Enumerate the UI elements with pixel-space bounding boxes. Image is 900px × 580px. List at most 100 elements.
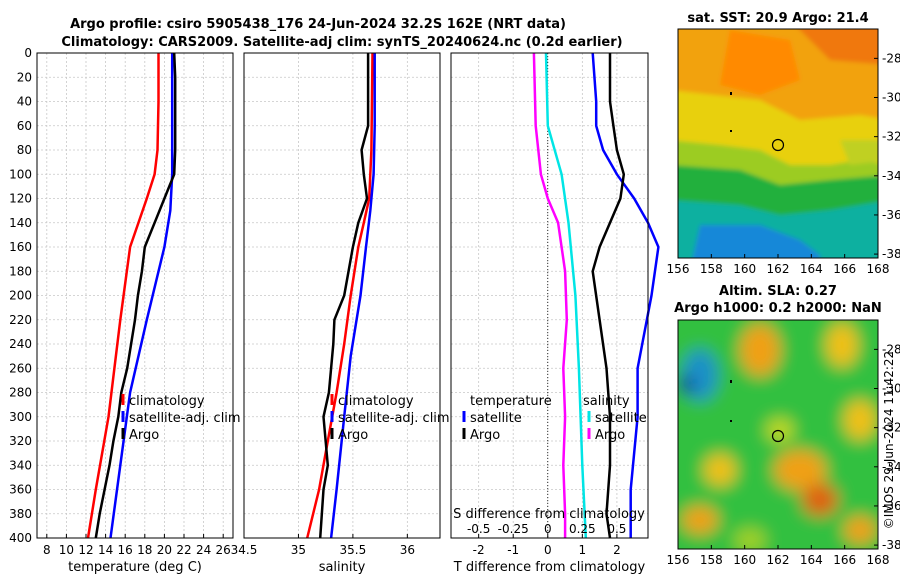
y-tick-label: 120 (9, 192, 32, 206)
x-tick-label: 20 (157, 543, 172, 557)
top-axis-tick-label: 0.5 (607, 522, 626, 536)
figure-title-line1: Argo profile: csiro 5905438_176 24-Jun-2… (70, 17, 566, 32)
series-climatology (86, 53, 160, 539)
x-tick-label: 10 (59, 543, 74, 557)
y-tick-label: 340 (9, 458, 32, 472)
x-tick-label: 34.5 (231, 543, 258, 557)
top-axis-tick-label: -0.25 (498, 522, 529, 536)
y-tick-label: 180 (9, 264, 32, 278)
sst-map-title: sat. SST: 20.9 Argo: 21.4 (687, 11, 868, 26)
y-tick-label: -28 (882, 342, 900, 356)
legend-label: satellite (595, 411, 647, 426)
y-tick-label: -38 (882, 247, 900, 261)
plot-frame (36, 52, 234, 539)
x-tick-label: 14 (98, 543, 113, 557)
sst-map-ticks: 156 158 160 162 164 166 168 -28 -30 -32 -34 -36 -38 (667, 51, 900, 276)
legend-title-salinity: salinity (583, 394, 630, 409)
x-tick-label: 8 (43, 543, 51, 557)
x-tick-label: 168 (867, 553, 890, 567)
x-tick-label: 0 (544, 543, 552, 557)
x-tick-label: 166 (833, 262, 856, 276)
sla-map: Altim. SLA: 0.27 Argo h1000: 0.2 h2000: … (667, 284, 900, 567)
x-tick-label: 18 (137, 543, 152, 557)
y-tick-label: 0 (24, 46, 32, 60)
series-t-argo (591, 53, 626, 539)
legend-label: satellite-adj. clim (129, 411, 241, 426)
y-tick-label: -30 (882, 91, 900, 105)
top-axis-tick-label: 0 (544, 522, 552, 536)
x-tick-label: 26 (216, 543, 231, 557)
series-satellite-adj-clim (329, 53, 376, 539)
top-axis-tick-label: 0.25 (569, 522, 596, 536)
legend-label: satellite (470, 411, 522, 426)
sst-field (678, 29, 878, 258)
y-tick-label: 400 (9, 531, 32, 545)
x-tick-label: 1 (579, 543, 587, 557)
y-tick-label: -32 (882, 130, 900, 144)
x-tick-label: 166 (833, 553, 856, 567)
series-t-satellite (591, 52, 660, 538)
series-s-satellite (544, 52, 588, 539)
x-tick-label: 156 (667, 553, 690, 567)
x-tick-label: 12 (78, 543, 93, 557)
y-tick-label: -34 (882, 169, 900, 183)
x-tick-label: -2 (473, 543, 485, 557)
y-tick-label: 20 (17, 70, 32, 84)
y-tick-label: 360 (9, 483, 32, 497)
x-tick-label: 16 (118, 543, 133, 557)
x-tick-label: 168 (867, 262, 890, 276)
series-argo (94, 52, 177, 539)
x-tick-label: 35.5 (340, 543, 367, 557)
x-tick-label: 22 (176, 543, 191, 557)
x-tick-label: 156 (667, 262, 690, 276)
y-tick-label: 260 (9, 361, 32, 375)
y-tick-label: 220 (9, 313, 32, 327)
series-satellite-adj-clim (109, 53, 174, 539)
x-tick-label: 2 (613, 543, 621, 557)
y-tick-label: 40 (17, 95, 32, 109)
x-axis-label: temperature (deg C) (68, 560, 202, 575)
figure-title-line2: Climatology: CARS2009. Satellite-adj cli… (61, 35, 622, 50)
x-tick-label: 160 (733, 553, 756, 567)
x-tick-label: -1 (507, 543, 519, 557)
panel-differences: -2 -1 0 1 2 T difference from climatology temp… (450, 52, 660, 575)
sst-argo-marker (771, 138, 785, 152)
watermark: ©IMOS 29-Jun-2024 11:42:22 (882, 351, 896, 529)
top-axis-tick-label: -0.5 (467, 522, 490, 536)
series-s-argo (532, 52, 569, 538)
legend-label: Argo (595, 428, 625, 443)
x-tick-label: 158 (700, 262, 723, 276)
y-tick-label: -38 (882, 538, 900, 552)
y-tick-label: -32 (882, 421, 900, 435)
legend-label: Argo (129, 428, 159, 443)
sla-argo-marker (771, 429, 785, 443)
y-tick-label: 320 (9, 434, 32, 448)
y-tick-label: 300 (9, 410, 32, 424)
series-argo (318, 53, 370, 539)
y-tick-label: 100 (9, 167, 32, 181)
y-tick-label: -36 (882, 208, 900, 222)
y-tick-label: -34 (882, 460, 900, 474)
x-tick-label: 158 (700, 553, 723, 567)
panel-temperature: 8 10 12 14 16 18 20 22 24 26 temperature (deg C) 0 2… (9, 46, 241, 575)
x-tick-label: 24 (196, 543, 211, 557)
sla-map-title-line1: Altim. SLA: 0.27 (719, 284, 837, 299)
plot-frame (243, 52, 441, 539)
series-climatology (305, 52, 374, 539)
legend-label: climatology (129, 394, 205, 409)
legend-title-temperature: temperature (470, 394, 552, 409)
y-tick-label: 280 (9, 386, 32, 400)
sla-field (678, 320, 878, 549)
y-tick-label: -30 (882, 382, 900, 396)
plot-frame (450, 52, 649, 539)
x-axis-label: T difference from climatology (453, 560, 646, 575)
panel-salinity: 34.5 35 35.5 36 salinity climatology satellite… (231, 52, 450, 575)
x-tick-label: 164 (800, 262, 823, 276)
x-tick-label: 160 (733, 262, 756, 276)
legend-label: satellite-adj. clim (338, 411, 450, 426)
legend-label: climatology (338, 394, 414, 409)
sla-map-title-line2: Argo h1000: 0.2 h2000: NaN (674, 301, 882, 316)
x-tick-label: 36 (400, 543, 415, 557)
